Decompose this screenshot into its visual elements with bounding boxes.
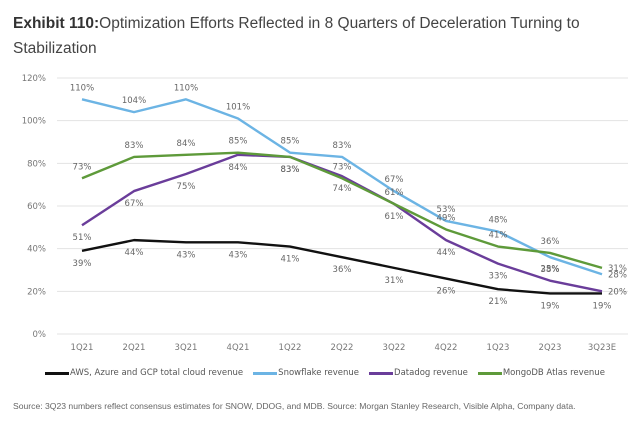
legend-item: Datadog revenue (369, 368, 468, 378)
data-label: 75% (177, 182, 196, 192)
data-label: 21% (489, 297, 508, 307)
legend-swatch (369, 371, 394, 375)
legend-item: AWS, Azure and GCP total cloud revenue (45, 368, 243, 378)
data-label: 74% (333, 184, 352, 194)
series-line-0 (81, 238, 602, 295)
x-tick-label: 2Q22 (331, 343, 354, 353)
data-label: 73% (333, 162, 352, 172)
y-tick-label: 120% (22, 74, 46, 84)
data-label: 83% (281, 165, 300, 175)
x-tick-label: 2Q21 (123, 343, 146, 353)
series-line-3 (81, 151, 603, 270)
data-labels: 39% 44% 43% 43% 41% 36% 31% 26% 21% 19% 19% 110% 104… (70, 83, 627, 311)
legend-item: MongoDB Atlas revenue (477, 368, 605, 378)
legend-swatch (45, 371, 69, 375)
y-tick-label: 20% (27, 287, 46, 297)
data-label: 83% (125, 141, 144, 151)
gridlines (57, 77, 628, 335)
data-label: 25% (541, 265, 560, 275)
data-label: 19% (593, 301, 612, 311)
data-label: 48% (489, 216, 508, 226)
data-label: 85% (281, 137, 300, 147)
y-axis-ticks: 0% 20% 40% 60% 80% 100% 120% (22, 74, 46, 340)
series-line-1 (81, 98, 603, 276)
data-label: 61% (385, 212, 404, 222)
x-tick-label: 1Q21 (71, 343, 94, 353)
x-tick-label: 1Q22 (279, 343, 302, 353)
x-tick-label: 3Q23E (588, 343, 616, 353)
data-label: 84% (229, 163, 248, 173)
series-lines (81, 98, 603, 295)
data-label: 104% (122, 96, 146, 106)
x-tick-label: 4Q21 (227, 343, 250, 353)
data-label: 19% (541, 301, 560, 311)
y-tick-label: 60% (27, 202, 46, 212)
data-label: 85% (229, 137, 248, 147)
data-label: 83% (333, 141, 352, 151)
y-tick-label: 0% (33, 330, 47, 340)
exhibit-title: Exhibit 110:Optimization Efforts Reflect… (13, 11, 628, 61)
data-label: 67% (385, 175, 404, 185)
data-label: 44% (437, 248, 456, 258)
data-label: 44% (125, 248, 144, 258)
data-label: 33% (489, 272, 508, 282)
x-tick-label: 1Q23 (487, 343, 510, 353)
data-label: 43% (229, 250, 248, 260)
data-label: 83% (281, 165, 300, 175)
data-label: 73% (73, 162, 92, 172)
data-label: 31% (608, 264, 627, 274)
exhibit-number: Exhibit 110: (13, 15, 100, 32)
data-label: 53% (437, 205, 456, 215)
legend-swatch (477, 371, 502, 375)
legend-label: Snowflake revenue (278, 368, 360, 378)
data-label: 26% (437, 287, 456, 297)
y-tick-label: 100% (22, 117, 46, 127)
data-label: 43% (177, 250, 196, 260)
data-label: 36% (333, 265, 352, 275)
x-tick-label: 3Q21 (175, 343, 198, 353)
data-label: 41% (489, 231, 508, 241)
source-note: Source: 3Q23 numbers reflect consensus e… (13, 401, 576, 411)
legend-item: Snowflake revenue (253, 368, 359, 378)
legend-swatch (253, 371, 278, 375)
data-label: 110% (174, 83, 198, 93)
data-label: 41% (281, 255, 300, 265)
data-label: 49% (437, 213, 456, 223)
data-label: 61% (385, 188, 404, 198)
data-label: 20% (608, 287, 627, 297)
data-label: 67% (125, 199, 144, 209)
data-label: 36% (541, 237, 560, 247)
y-tick-label: 80% (27, 159, 46, 169)
x-tick-label: 2Q23 (539, 343, 562, 353)
data-label: 101% (226, 103, 250, 113)
legend-label: MongoDB Atlas revenue (502, 368, 605, 378)
data-label: 31% (385, 276, 404, 286)
data-label: 51% (73, 233, 92, 243)
exhibit-title-text: Optimization Efforts Reflected in 8 Quar… (13, 15, 580, 57)
data-label: 84% (177, 139, 196, 149)
y-tick-label: 40% (27, 245, 46, 255)
chart-legend: AWS, Azure and GCP total cloud revenue Sn… (45, 368, 615, 378)
x-tick-label: 4Q22 (435, 343, 458, 353)
legend-label: AWS, Azure and GCP total cloud revenue (70, 368, 244, 378)
data-label: 110% (70, 83, 94, 93)
series-line-2 (81, 153, 603, 293)
legend-label: Datadog revenue (394, 368, 468, 378)
data-label: 38% (541, 265, 560, 275)
x-axis-ticks: 1Q21 2Q21 3Q21 4Q21 1Q22 2Q22 3Q22 4Q22 1Q23 2Q23… (71, 343, 617, 353)
x-tick-label: 3Q22 (383, 343, 406, 353)
data-label: 28% (608, 270, 627, 280)
data-label: 39% (73, 259, 92, 269)
